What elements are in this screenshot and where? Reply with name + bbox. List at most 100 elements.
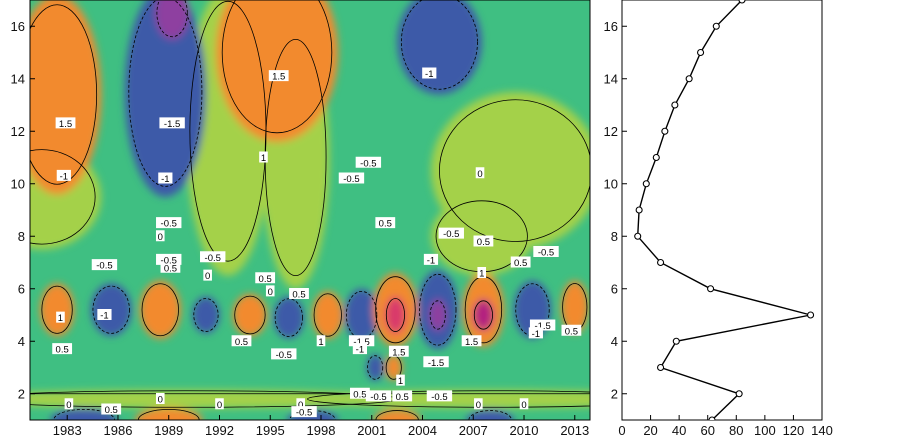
svg-text:0.5: 0.5 bbox=[477, 237, 490, 248]
field-region-8 bbox=[30, 0, 102, 195]
svg-text:-0.5: -0.5 bbox=[538, 248, 554, 259]
contour-label-43: -1 bbox=[422, 67, 437, 80]
svg-text:1: 1 bbox=[479, 269, 484, 280]
spectrum-x-tick-label: 40 bbox=[672, 423, 686, 438]
spectrum-y-tick-label: 14 bbox=[604, 71, 618, 86]
field-region-22 bbox=[385, 296, 406, 334]
spectrum-point bbox=[685, 75, 693, 83]
contour-label-47: 1.5 bbox=[461, 335, 482, 348]
spectrum-y-tick-label: 8 bbox=[611, 229, 618, 244]
x-tick-label: 1986 bbox=[104, 423, 133, 438]
svg-text:0.5: 0.5 bbox=[514, 258, 527, 269]
contour-line-13 bbox=[41, 285, 73, 334]
global-spectrum-panel: 0 20 40 60 80 100 120 140 2 4 6 8 10 12 14 16 bbox=[604, 0, 833, 438]
spectrum-point bbox=[657, 363, 665, 372]
svg-text:-1.5: -1.5 bbox=[353, 337, 369, 348]
contour-label-30: -0.5 bbox=[338, 172, 365, 185]
svg-text:-0.5: -0.5 bbox=[343, 174, 359, 185]
svg-text:0.5: 0.5 bbox=[105, 405, 118, 416]
svg-text:-1: -1 bbox=[161, 174, 169, 185]
contour-line-19 bbox=[313, 293, 342, 337]
svg-text:-1: -1 bbox=[356, 345, 364, 356]
svg-text:-0.5: -0.5 bbox=[443, 229, 459, 240]
contour-label-36: 1.5 bbox=[388, 345, 409, 358]
contour-label-33: 0.5 bbox=[350, 387, 370, 400]
spectrum-point bbox=[634, 232, 642, 240]
svg-text:0: 0 bbox=[66, 400, 71, 411]
contour-label-18: 0 bbox=[215, 398, 224, 411]
spectrum-point bbox=[697, 48, 705, 57]
spectrum-point bbox=[712, 22, 720, 30]
contour-label-52: -1.5 bbox=[529, 319, 556, 332]
svg-text:1: 1 bbox=[318, 337, 323, 348]
contour-label-1: 1.5 bbox=[55, 117, 76, 130]
svg-text:-0.5: -0.5 bbox=[205, 253, 221, 264]
spectrum-frame bbox=[621, 0, 823, 421]
y-tick-label: 14 bbox=[11, 71, 25, 86]
contour-line-4 bbox=[439, 99, 590, 242]
contour-label-7: -0.5 bbox=[91, 259, 118, 272]
spectrum-x-tick-label: 120 bbox=[783, 423, 805, 438]
spectrum-point bbox=[807, 311, 815, 319]
x-tick-label: 1995 bbox=[256, 423, 285, 438]
contour-line-29 bbox=[367, 355, 384, 380]
spectrum-point bbox=[707, 285, 715, 293]
svg-text:1.5: 1.5 bbox=[465, 337, 478, 348]
spectrum-y-tick-label: 2 bbox=[611, 386, 618, 401]
contour-line-1 bbox=[30, 149, 96, 245]
svg-text:0: 0 bbox=[298, 400, 303, 411]
contour-label-19: 0.5 bbox=[231, 335, 252, 348]
contour-label-31: -1.5 bbox=[348, 335, 375, 348]
contour-label-49: 0 bbox=[519, 398, 529, 411]
contour-line-27 bbox=[515, 283, 550, 337]
svg-text:0: 0 bbox=[158, 232, 163, 243]
field-region-18 bbox=[273, 296, 305, 339]
spectrum-point bbox=[708, 416, 716, 420]
spectrum-x-tick-label: 20 bbox=[643, 423, 657, 438]
field-region-24 bbox=[429, 299, 447, 331]
contour-label-34: -0.5 bbox=[365, 390, 392, 403]
contour-line-10 bbox=[128, 0, 203, 187]
svg-text:-1: -1 bbox=[532, 329, 540, 340]
spectrum-point bbox=[735, 390, 743, 398]
contour-line-24 bbox=[429, 300, 446, 330]
svg-text:-1.5: -1.5 bbox=[164, 119, 180, 130]
spectrum-x-tick-label: 80 bbox=[729, 423, 743, 438]
svg-text:0: 0 bbox=[217, 400, 222, 411]
field-region-26 bbox=[473, 299, 494, 331]
svg-text:0.5: 0.5 bbox=[259, 274, 272, 285]
contour-label-2: -1 bbox=[56, 169, 71, 182]
contour-label-40: -1.5 bbox=[423, 356, 449, 369]
contour-line-22 bbox=[385, 298, 405, 332]
contour-label-54: 0.5 bbox=[561, 324, 582, 337]
contour-label-4: 0.5 bbox=[52, 343, 73, 356]
spectrum-y-tick-label: 6 bbox=[611, 281, 618, 296]
spectrum-x-tick-label: 60 bbox=[700, 423, 714, 438]
spectrum-point bbox=[672, 337, 680, 345]
spectrum-y-tick-label: 4 bbox=[611, 334, 618, 349]
contour-label-26: 0 bbox=[296, 398, 305, 411]
svg-text:1: 1 bbox=[398, 376, 403, 387]
svg-text:0.5: 0.5 bbox=[164, 263, 177, 274]
y-tick-label: 8 bbox=[18, 229, 25, 244]
field-region-16 bbox=[192, 296, 220, 334]
contour-label-3: 1 bbox=[56, 311, 65, 324]
svg-text:-0.5: -0.5 bbox=[370, 392, 386, 403]
svg-text:0: 0 bbox=[205, 271, 210, 282]
x-tick-label: 2013 bbox=[560, 423, 589, 438]
spectrum-y-tick-label: 16 bbox=[604, 19, 618, 34]
x-tick-label: 2001 bbox=[357, 423, 386, 438]
contour-label-44: 0 bbox=[475, 167, 485, 180]
contour-label-9: 0 bbox=[155, 230, 165, 243]
contour-label-32: -1 bbox=[352, 343, 368, 356]
x-tick-label: 1992 bbox=[205, 423, 234, 438]
svg-text:0: 0 bbox=[521, 400, 526, 411]
svg-text:-1.5: -1.5 bbox=[534, 321, 550, 332]
contour-label-13: -1.5 bbox=[159, 117, 185, 130]
wavelet-heatmap-panel: 1.5-110.50 0.5-0.5-100.5-0.50-1.5-1-0.5-0… bbox=[11, 0, 591, 438]
svg-text:0: 0 bbox=[476, 400, 481, 411]
contour-line-12 bbox=[400, 0, 478, 90]
contour-label-50: 0.5 bbox=[510, 256, 531, 269]
field-region-20 bbox=[344, 288, 379, 342]
svg-text:0: 0 bbox=[268, 287, 273, 298]
